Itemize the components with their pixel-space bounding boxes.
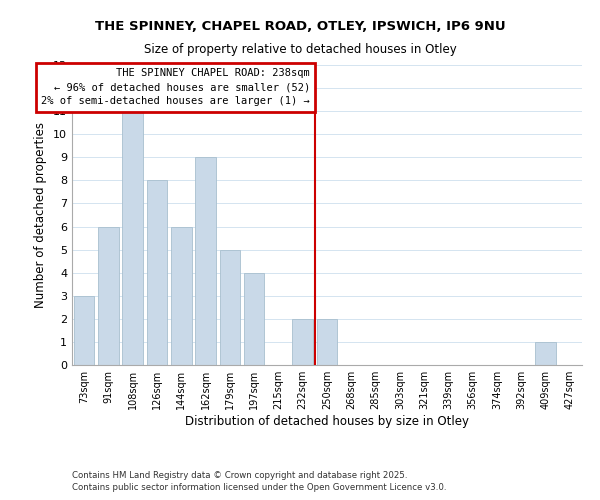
- Bar: [195, 158, 216, 365]
- Bar: [146, 180, 167, 365]
- Text: Contains public sector information licensed under the Open Government Licence v3: Contains public sector information licen…: [72, 484, 446, 492]
- Bar: [535, 342, 556, 365]
- Text: Size of property relative to detached houses in Otley: Size of property relative to detached ho…: [143, 42, 457, 56]
- X-axis label: Distribution of detached houses by size in Otley: Distribution of detached houses by size …: [185, 415, 469, 428]
- Y-axis label: Number of detached properties: Number of detached properties: [34, 122, 47, 308]
- Bar: [317, 319, 337, 365]
- Bar: [122, 111, 143, 365]
- Text: THE SPINNEY, CHAPEL ROAD, OTLEY, IPSWICH, IP6 9NU: THE SPINNEY, CHAPEL ROAD, OTLEY, IPSWICH…: [95, 20, 505, 33]
- Bar: [220, 250, 240, 365]
- Bar: [171, 226, 191, 365]
- Bar: [74, 296, 94, 365]
- Bar: [244, 272, 265, 365]
- Text: THE SPINNEY CHAPEL ROAD: 238sqm
← 96% of detached houses are smaller (52)
2% of : THE SPINNEY CHAPEL ROAD: 238sqm ← 96% of…: [41, 68, 310, 106]
- Text: Contains HM Land Registry data © Crown copyright and database right 2025.: Contains HM Land Registry data © Crown c…: [72, 471, 407, 480]
- Bar: [98, 226, 119, 365]
- Bar: [292, 319, 313, 365]
